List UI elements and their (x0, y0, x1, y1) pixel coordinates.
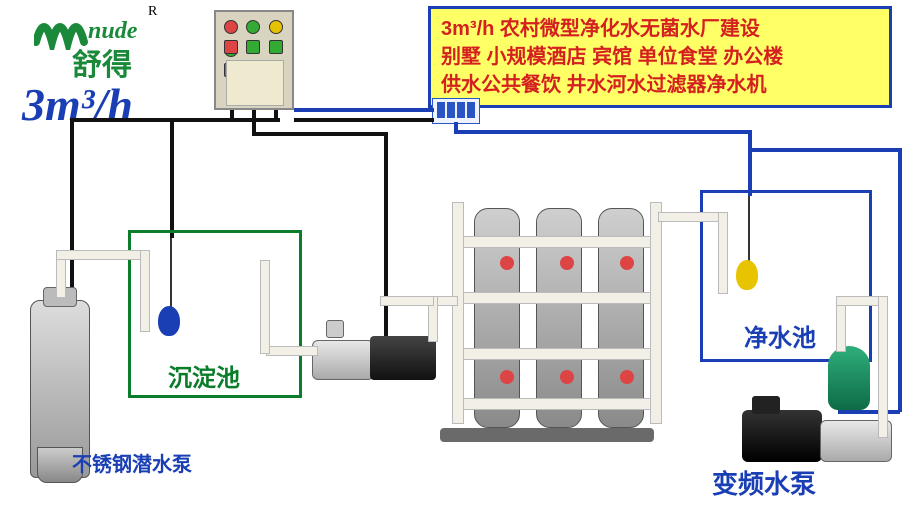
sedimentation-tank-label: 沉淀池 (168, 358, 240, 393)
pipe (658, 212, 726, 222)
wire-blue (748, 148, 900, 152)
pipe (56, 250, 148, 260)
breaker (432, 98, 480, 124)
title-line2: 别墅 小规模酒店 宾馆 单位食堂 办公楼 (441, 43, 879, 71)
wire (252, 110, 256, 134)
wire-blue (748, 130, 752, 196)
pipe (836, 300, 846, 352)
pipe (140, 250, 150, 332)
control-panel-label (226, 60, 284, 106)
wire (70, 118, 74, 302)
logo-trademark: R (148, 4, 157, 20)
clean-water-tank-label: 净水池 (744, 318, 816, 353)
title-box: 3m³/h 农村微型净化水无菌水厂建设 别墅 小规模酒店 宾馆 单位食堂 办公楼… (428, 6, 892, 108)
wire-blue (454, 130, 750, 134)
title-line1: 3m³/h 农村微型净化水无菌水厂建设 (441, 15, 879, 43)
pipe (718, 212, 728, 294)
pipe (380, 296, 434, 306)
pipe (878, 296, 888, 438)
wire-blue (898, 148, 902, 412)
pipe (266, 346, 318, 356)
wire-blue (838, 410, 900, 414)
wire (252, 132, 386, 136)
control-box (214, 10, 294, 110)
vfd-pump-label: 变频水泵 (712, 464, 816, 501)
pipe (836, 296, 884, 306)
wire (70, 118, 280, 122)
pressure-tank (828, 346, 870, 410)
submersible-pump-label: 不锈钢潜水泵 (72, 448, 192, 477)
float-wire (170, 238, 172, 310)
capacity-text: 3m³/h (22, 78, 133, 131)
sedimentation-float (158, 306, 180, 336)
pipe (56, 256, 66, 298)
title-line3: 供水公共餐饮 井水河水过滤器净水机 (441, 71, 879, 99)
pipe (260, 260, 270, 354)
wire (170, 118, 174, 238)
clean-water-float (736, 260, 758, 290)
wire (384, 132, 388, 340)
float-wire (748, 196, 750, 264)
wire-blue (294, 108, 434, 112)
wire (294, 118, 434, 122)
